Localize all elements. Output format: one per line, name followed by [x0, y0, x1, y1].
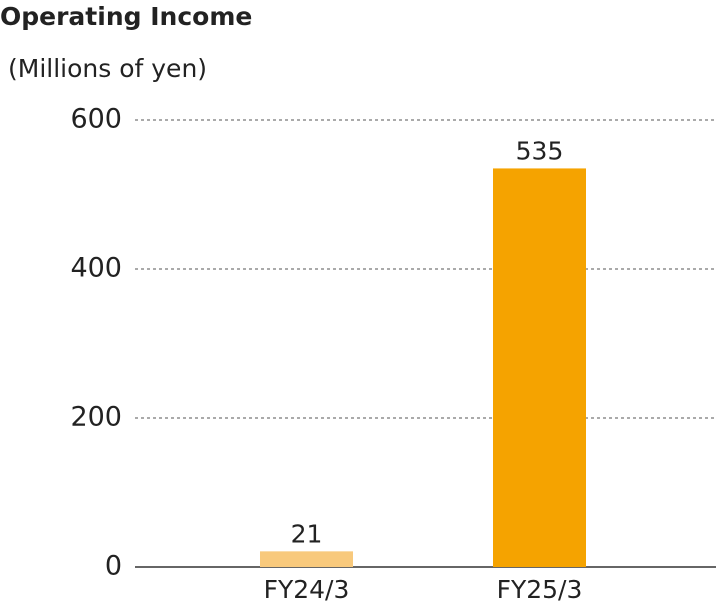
y-tick-label: 600: [70, 104, 122, 135]
y-tick-label: 200: [70, 402, 122, 433]
data-label: 21: [291, 519, 323, 548]
x-tick-label: FY25/3: [497, 575, 583, 604]
y-tick-label: 400: [70, 253, 122, 284]
bar: [493, 168, 586, 568]
bar: [260, 551, 353, 567]
y-tick-label: 0: [105, 551, 122, 582]
data-label: 535: [516, 136, 564, 165]
x-tick-label: FY24/3: [264, 575, 350, 604]
chart-subtitle: (Millions of yen): [8, 54, 207, 83]
chart-title: Operating Income: [0, 2, 252, 31]
